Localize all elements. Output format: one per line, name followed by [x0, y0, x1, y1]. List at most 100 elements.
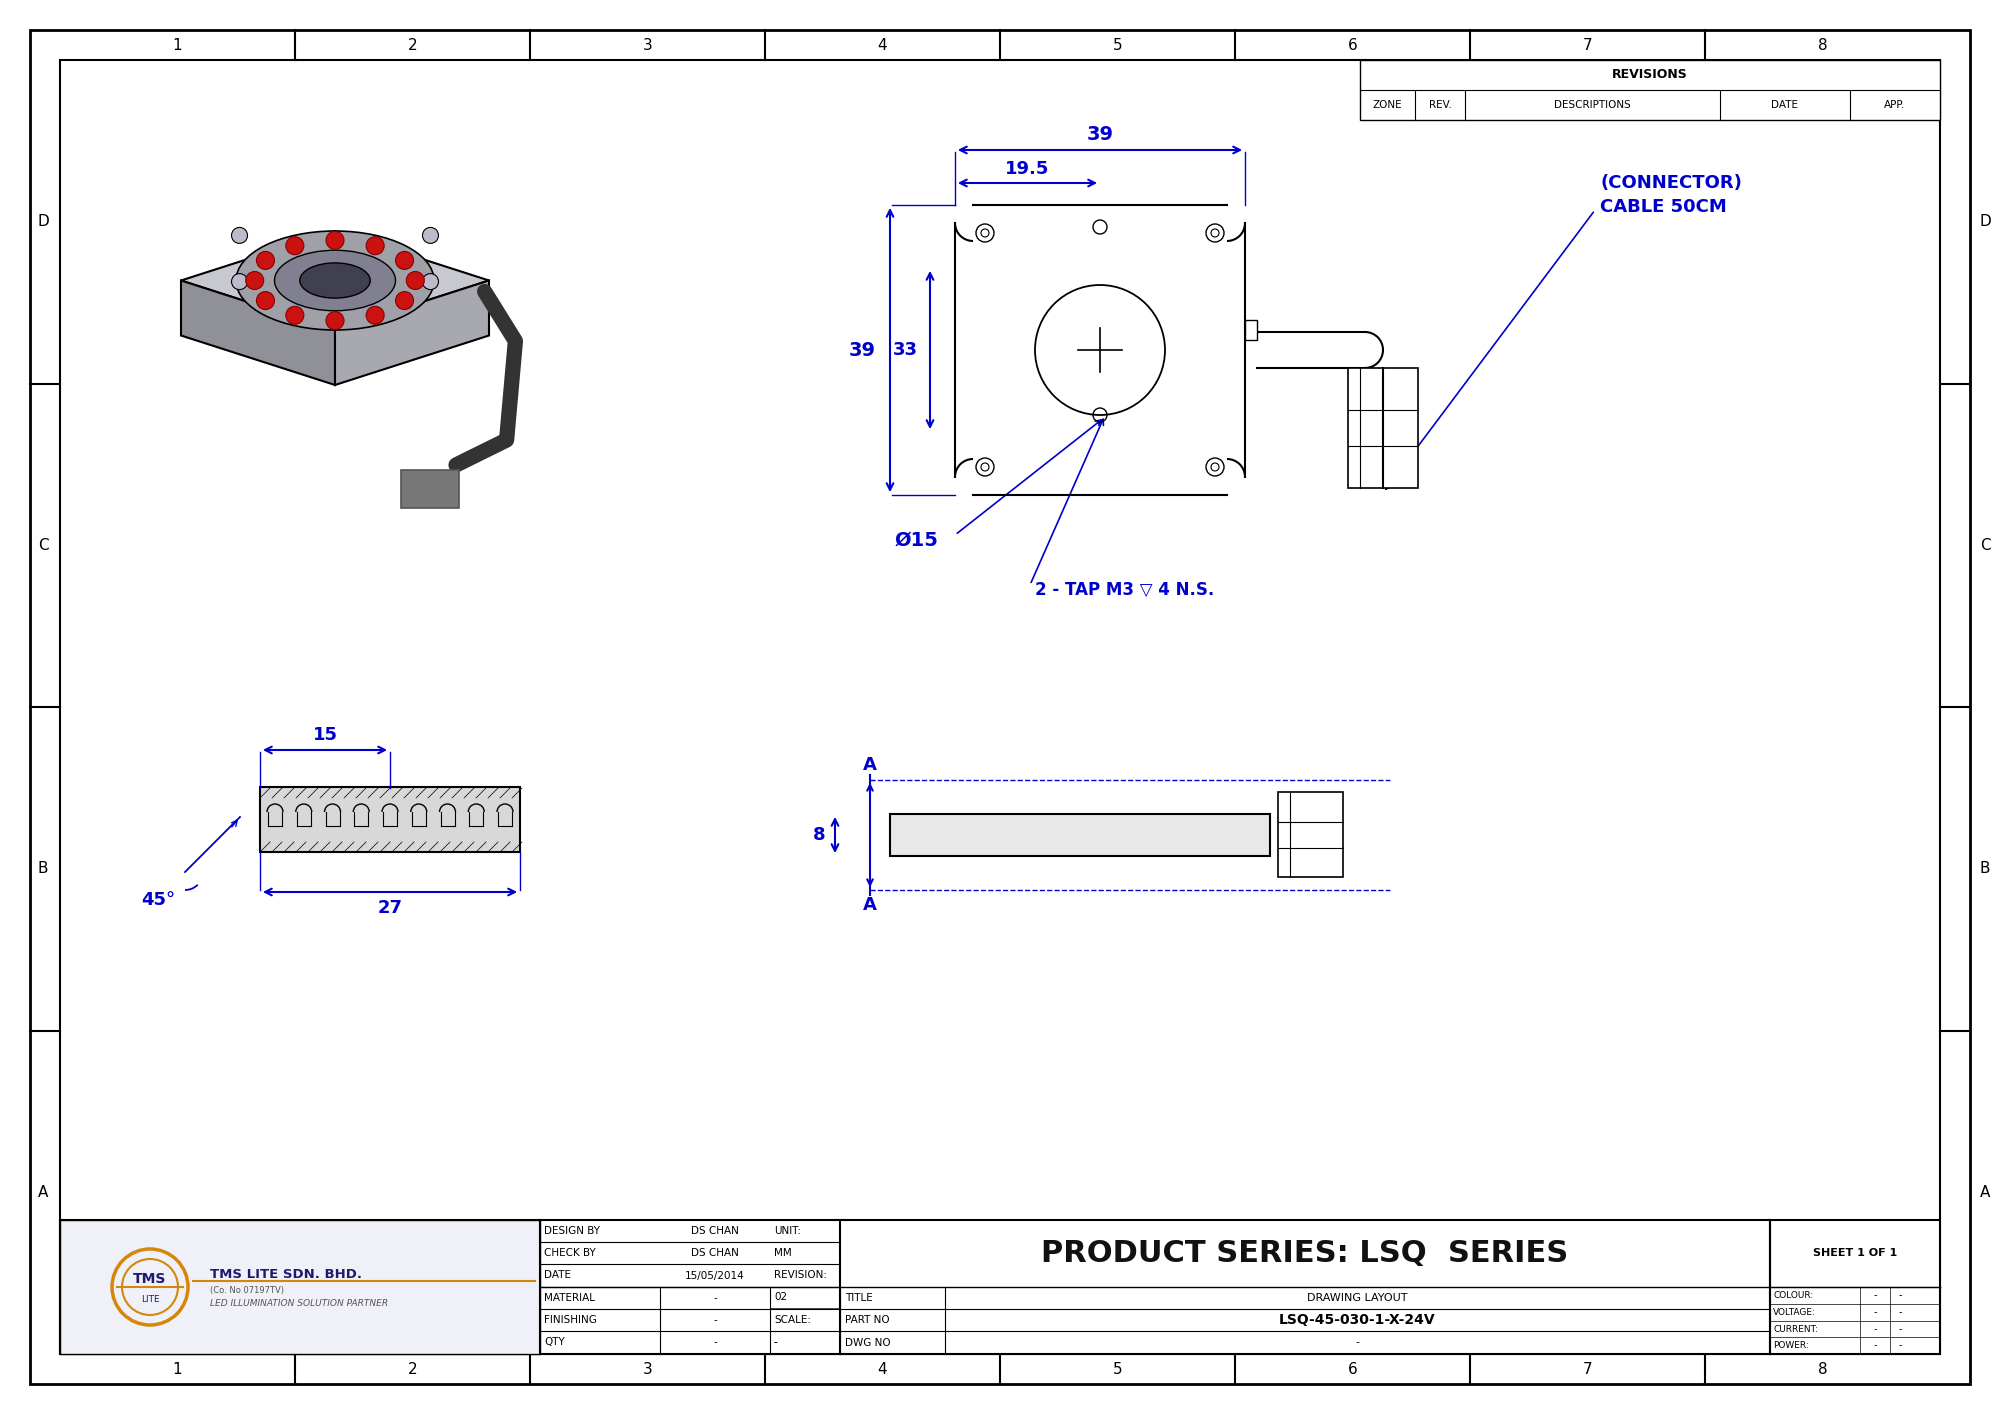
Bar: [260, 788, 520, 853]
Circle shape: [232, 228, 248, 243]
Text: DESIGN BY: DESIGN BY: [544, 1226, 600, 1236]
Text: CURRENT:: CURRENT:: [1774, 1325, 1818, 1333]
Text: 6: 6: [1348, 38, 1358, 52]
Text: DRAWING LAYOUT: DRAWING LAYOUT: [1308, 1292, 1408, 1302]
Text: 39: 39: [1086, 124, 1114, 143]
Text: SCALE:: SCALE:: [774, 1315, 812, 1325]
Text: SHEET 1 OF 1: SHEET 1 OF 1: [1812, 1249, 1898, 1258]
Text: D: D: [1980, 215, 1990, 229]
Circle shape: [256, 252, 274, 270]
Text: C: C: [1980, 537, 1990, 553]
Text: 7: 7: [1582, 38, 1592, 52]
Text: DS CHAN: DS CHAN: [692, 1249, 738, 1258]
Text: LED ILLUMINATION SOLUTION PARTNER: LED ILLUMINATION SOLUTION PARTNER: [210, 1298, 388, 1308]
Text: C: C: [38, 537, 48, 553]
Text: 8: 8: [1818, 1362, 1828, 1376]
Circle shape: [232, 273, 248, 290]
Text: 5: 5: [1112, 1362, 1122, 1376]
Text: -: -: [1874, 1291, 1876, 1301]
Text: 3: 3: [642, 38, 652, 52]
Text: 15/05/2014: 15/05/2014: [686, 1271, 744, 1281]
Text: 45°: 45°: [140, 891, 176, 909]
Text: B: B: [38, 861, 48, 877]
Bar: [1360, 59, 1940, 120]
Text: 8: 8: [812, 826, 826, 844]
Circle shape: [286, 307, 304, 324]
Text: REVISION:: REVISION:: [774, 1271, 828, 1281]
Text: DS CHAN: DS CHAN: [692, 1226, 738, 1236]
Circle shape: [366, 236, 384, 255]
Text: A: A: [864, 896, 876, 913]
Text: 8: 8: [1818, 38, 1828, 52]
Text: FINISHING: FINISHING: [544, 1315, 596, 1325]
Text: CHECK BY: CHECK BY: [544, 1249, 596, 1258]
Ellipse shape: [236, 230, 434, 329]
Bar: [60, 1220, 540, 1355]
Text: 3: 3: [642, 1362, 652, 1376]
Text: TITLE: TITLE: [844, 1292, 872, 1302]
Text: -: -: [1898, 1340, 1902, 1350]
Text: DESCRIPTIONS: DESCRIPTIONS: [1554, 100, 1630, 110]
Ellipse shape: [300, 263, 370, 298]
Text: TMS LITE SDN. BHD.: TMS LITE SDN. BHD.: [210, 1268, 362, 1281]
Bar: [890, 814, 1270, 855]
Text: LITE: LITE: [140, 1295, 160, 1305]
Text: (Co. No 07197TV): (Co. No 07197TV): [210, 1285, 284, 1294]
Text: 15: 15: [312, 725, 338, 744]
Text: -: -: [774, 1338, 778, 1348]
Text: PRODUCT SERIES: LSQ  SERIES: PRODUCT SERIES: LSQ SERIES: [1042, 1239, 1568, 1268]
Text: 2: 2: [408, 1362, 418, 1376]
Text: -: -: [774, 1338, 778, 1348]
Circle shape: [366, 307, 384, 324]
Circle shape: [256, 291, 274, 310]
Text: -: -: [1874, 1340, 1876, 1350]
Circle shape: [406, 271, 424, 290]
Text: VOLTAGE:: VOLTAGE:: [1774, 1308, 1816, 1316]
Text: A: A: [38, 1185, 48, 1199]
Text: UNIT:: UNIT:: [774, 1226, 800, 1236]
Text: -: -: [1356, 1338, 1360, 1348]
Text: A: A: [864, 756, 876, 773]
Text: -: -: [714, 1315, 716, 1325]
Ellipse shape: [274, 250, 396, 311]
Text: 4: 4: [878, 38, 888, 52]
Text: A: A: [1980, 1185, 1990, 1199]
Circle shape: [422, 228, 438, 243]
Text: LSQ-45-030-1-X-24V: LSQ-45-030-1-X-24V: [1280, 1314, 1436, 1326]
Circle shape: [396, 252, 414, 270]
Text: -: -: [714, 1338, 716, 1348]
Bar: [1244, 320, 1258, 339]
Text: 39: 39: [848, 341, 876, 359]
Circle shape: [286, 236, 304, 255]
Polygon shape: [180, 280, 336, 385]
Text: 5: 5: [1112, 38, 1122, 52]
Text: 27: 27: [378, 899, 402, 918]
Text: 19.5: 19.5: [1006, 160, 1050, 178]
Text: 02: 02: [774, 1292, 788, 1302]
Text: 6: 6: [1348, 1362, 1358, 1376]
Text: -: -: [1874, 1324, 1876, 1333]
Text: 7: 7: [1582, 1362, 1592, 1376]
Text: REVISIONS: REVISIONS: [1612, 68, 1688, 82]
Text: Ø15: Ø15: [896, 530, 938, 550]
Text: 1: 1: [172, 38, 182, 52]
Text: D: D: [38, 215, 48, 229]
Text: B: B: [1980, 861, 1990, 877]
Text: DATE: DATE: [544, 1271, 572, 1281]
Polygon shape: [336, 280, 488, 385]
Bar: [60, 1220, 1940, 1355]
Circle shape: [326, 311, 344, 329]
Circle shape: [326, 232, 344, 249]
Text: 4: 4: [878, 1362, 888, 1376]
Text: (CONNECTOR)
CABLE 50CM: (CONNECTOR) CABLE 50CM: [1600, 174, 1742, 216]
Bar: [1348, 368, 1418, 488]
Text: -: -: [714, 1292, 716, 1302]
Circle shape: [422, 273, 438, 290]
Text: MM: MM: [774, 1249, 792, 1258]
Text: MATERIAL: MATERIAL: [544, 1292, 596, 1302]
Text: POWER:: POWER:: [1774, 1340, 1808, 1350]
Text: DATE: DATE: [1772, 100, 1798, 110]
Circle shape: [396, 291, 414, 310]
Text: 2 - TAP M3 ▽ 4 N.S.: 2 - TAP M3 ▽ 4 N.S.: [1036, 581, 1214, 600]
Text: -: -: [1898, 1324, 1902, 1333]
